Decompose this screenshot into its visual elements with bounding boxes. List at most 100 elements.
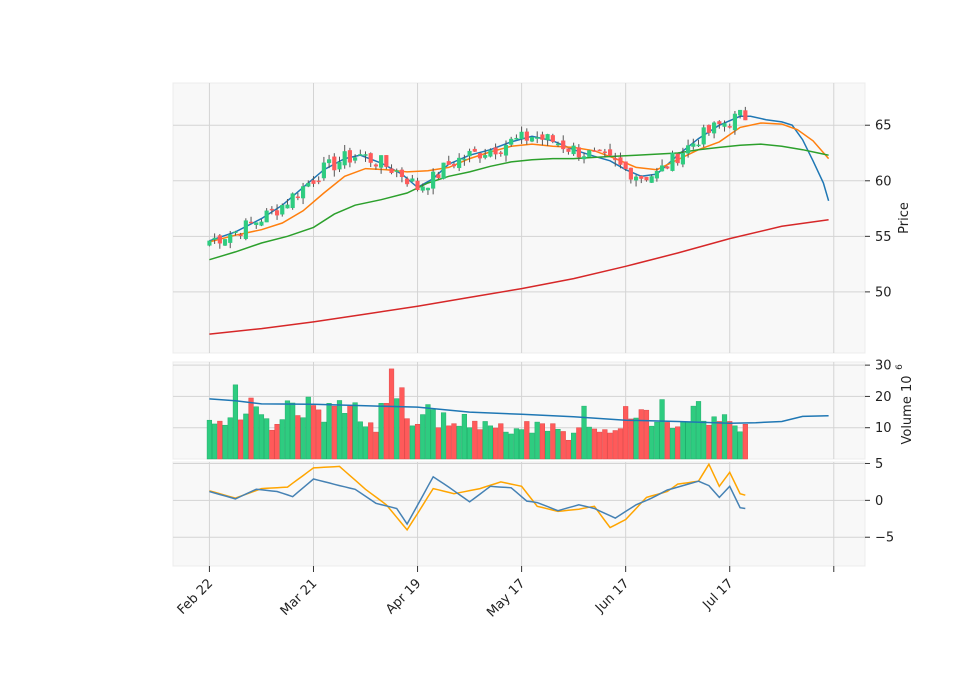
volume-bar	[519, 429, 525, 460]
volume-bar	[732, 425, 738, 460]
volume-bar	[414, 424, 421, 460]
volume-bar	[227, 417, 233, 460]
volume-bar	[513, 428, 519, 460]
candle-body	[722, 123, 727, 127]
candle-body	[675, 153, 680, 164]
volume-bar	[617, 428, 624, 460]
candle-body	[712, 122, 717, 134]
volume-bar	[539, 423, 546, 460]
volume-bar	[440, 412, 447, 460]
indicator-panel-background	[172, 461, 866, 567]
candle-body	[686, 145, 691, 154]
volume-bar	[305, 396, 311, 460]
volume-bar	[264, 418, 270, 460]
volume-bar	[456, 425, 462, 460]
candle-body	[680, 152, 685, 165]
candle-body	[738, 109, 743, 116]
candle-body	[493, 147, 498, 155]
volume-bar	[695, 401, 702, 460]
volume-bar	[534, 421, 540, 460]
volume-bar	[477, 429, 483, 460]
volume-bar	[435, 427, 441, 460]
volume-bar	[555, 429, 561, 460]
volume-bar	[284, 400, 291, 460]
volume-bar	[420, 414, 426, 460]
candle-body	[576, 147, 581, 158]
candle-body	[706, 124, 711, 133]
candle-body	[358, 154, 363, 156]
candle-body	[566, 148, 571, 152]
candle-body	[743, 110, 748, 121]
candle-body	[384, 155, 389, 167]
volume-bar	[701, 420, 707, 460]
volume-bar	[560, 431, 566, 460]
candle-body	[353, 157, 358, 161]
candle-body	[389, 168, 394, 173]
candle-body	[280, 204, 285, 215]
candle-body	[420, 186, 425, 191]
volume-bar	[378, 403, 384, 460]
volume-bar	[711, 416, 717, 460]
volume-bar	[503, 431, 509, 460]
volume-bar	[394, 398, 400, 460]
candle-body	[660, 165, 665, 172]
volume-bar	[576, 427, 582, 460]
candle-body	[628, 167, 633, 180]
y-tick-label: 10	[875, 421, 892, 436]
volume-bar	[545, 430, 551, 460]
y-tick-label: 20	[875, 390, 892, 405]
volume-bar	[524, 421, 530, 460]
candle-body	[483, 155, 488, 158]
volume-bar	[487, 425, 493, 460]
candle-body	[472, 148, 477, 152]
y-tick-label: 65	[875, 119, 892, 134]
candle-body	[535, 137, 540, 139]
volume-axis-label: Volume 10	[900, 375, 915, 444]
volume-bar	[581, 405, 587, 460]
volume-bar	[472, 420, 478, 460]
volume-bar	[269, 429, 275, 460]
volume-bar	[654, 421, 660, 460]
candle-body	[399, 169, 405, 177]
candle-body	[415, 180, 420, 191]
volume-bar	[232, 384, 239, 460]
candle-body	[561, 140, 566, 150]
volume-bar	[721, 414, 728, 460]
volume-bar	[300, 417, 306, 460]
volume-bar	[290, 402, 296, 460]
candle-body	[462, 158, 467, 161]
y-tick-label: 60	[875, 174, 892, 189]
volume-bar	[602, 429, 608, 460]
candle-body	[332, 156, 337, 171]
volume-bar	[446, 425, 452, 460]
candle-body	[233, 231, 238, 234]
candle-body	[321, 162, 326, 179]
candle-body	[347, 150, 352, 163]
candle-body	[228, 234, 233, 243]
y-tick-label: 50	[875, 285, 892, 300]
candle-body	[488, 150, 493, 157]
candle-body	[618, 157, 623, 165]
candle-body	[410, 178, 415, 182]
x-tick-label: Apr 19	[383, 576, 424, 617]
candle-body	[243, 220, 248, 239]
y-tick-label: −5	[875, 531, 894, 546]
candle-body	[654, 170, 659, 179]
volume-bar	[217, 420, 223, 460]
candle-body	[732, 113, 737, 131]
candle-body	[327, 159, 332, 164]
candle-body	[587, 150, 592, 157]
candle-body	[457, 157, 462, 169]
volume-bar	[368, 422, 374, 460]
candle-body	[727, 126, 732, 128]
price-panel: 50 55 60 65 Price	[172, 82, 912, 354]
candle-body	[451, 164, 457, 167]
volume-bar	[565, 439, 572, 460]
candle-body	[649, 176, 654, 183]
candle-body	[633, 176, 639, 181]
candle-body	[607, 149, 613, 156]
indicator-line-1	[209, 462, 746, 532]
volume-axis-exponent: 6	[895, 364, 905, 370]
candle-body	[274, 210, 280, 216]
